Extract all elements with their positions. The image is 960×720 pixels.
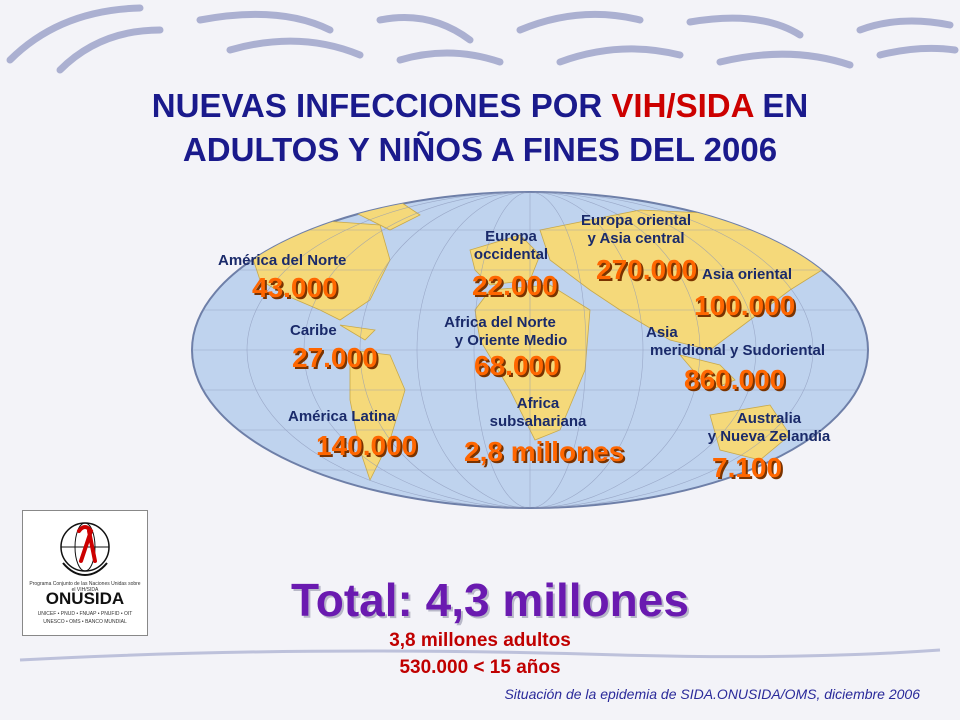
region-label-eastern-europe-line-2: y Asia central	[587, 230, 685, 247]
region-label-eastern-europe: Europa oriental y Asia central	[568, 212, 704, 248]
region-label-caribbean: Caribe	[290, 322, 337, 339]
world-map-graphic	[191, 191, 869, 509]
region-label-subsaharan: Africa subsahariana	[478, 395, 598, 431]
title-part-2: EN	[753, 87, 809, 124]
region-label-north-africa: Africa del Norte y Oriente Medio	[430, 314, 570, 350]
region-label-subsaharan-line-2: subsahariana	[489, 413, 587, 430]
children-count: 530.000 < 15 años	[399, 657, 561, 678]
title-part-1: NUEVAS INFECCIONES POR	[151, 87, 612, 124]
region-label-eastern-europe-line-1: Europa oriental	[580, 212, 692, 229]
region-label-subsaharan-line-1: Africa	[516, 395, 560, 412]
value-caribbean: 27.000	[292, 342, 378, 373]
region-label-north-africa-line-1: Africa del Norte	[444, 314, 556, 331]
value-east-asia: 100.000	[694, 290, 796, 321]
slide-title: NUEVAS INFECCIONES POR VIH/SIDA EN ADULT…	[80, 84, 880, 172]
region-label-south-asia-line-1: Asia	[646, 324, 678, 341]
source-citation: Situación de la epidemia de SIDA.ONUSIDA…	[504, 686, 920, 702]
region-label-australia: Australia y Nueva Zelandia	[694, 410, 844, 446]
adults-count: 3,8 millones adultos	[389, 630, 571, 651]
logo-sponsors-2: UNESCO • OMS • BANCO MUNDIAL	[43, 619, 127, 625]
logo-sponsors-1: UNICEF • PNUD • FNUAP • PNUFID • OIT	[37, 611, 133, 617]
value-north-america: 43.000	[252, 272, 338, 303]
value-south-asia: 860.000	[684, 364, 786, 395]
world-map	[190, 190, 870, 510]
value-subsaharan: 2,8 millones	[464, 436, 625, 467]
region-label-australia-line-2: y Nueva Zelandia	[707, 428, 831, 445]
title-highlight: VIH/SIDA	[611, 87, 754, 124]
onusida-logo: Programa Conjunto de las Naciones Unidas…	[22, 510, 148, 636]
region-label-north-africa-line-2: y Oriente Medio	[454, 332, 568, 349]
value-north-africa: 68.000	[474, 350, 560, 381]
logo-tagline: Programa Conjunto de las Naciones Unidas…	[29, 581, 141, 593]
logo-name: ONUSIDA	[45, 589, 125, 608]
region-label-australia-line-1: Australia	[736, 410, 802, 427]
title-line-2: ADULTOS Y NIÑOS A FINES DEL 2006	[182, 131, 778, 168]
region-label-western-europe: Europa occidental	[466, 228, 556, 264]
bottom-brush-stroke	[19, 648, 941, 662]
region-label-north-america: América del Norte	[218, 252, 347, 269]
value-latin-america: 140.000	[316, 430, 418, 461]
value-australia: 7.100	[712, 452, 783, 483]
total-infections: Total: 4,3 millones	[291, 574, 689, 626]
decorative-brush-strokes	[6, 4, 959, 74]
region-label-south-asia: Asia meridional y Sudoriental	[646, 324, 825, 360]
onusida-emblem	[60, 522, 110, 577]
region-label-south-asia-line-2: meridional y Sudoriental	[650, 342, 826, 359]
value-eastern-europe: 270.000	[596, 254, 698, 285]
region-label-western-europe-line-1: Europa	[485, 228, 537, 245]
region-label-latin-america: América Latina	[288, 408, 396, 425]
region-label-western-europe-line-2: occidental	[473, 246, 549, 263]
region-label-east-asia: Asia oriental	[702, 266, 793, 283]
value-western-europe: 22.000	[472, 270, 558, 301]
